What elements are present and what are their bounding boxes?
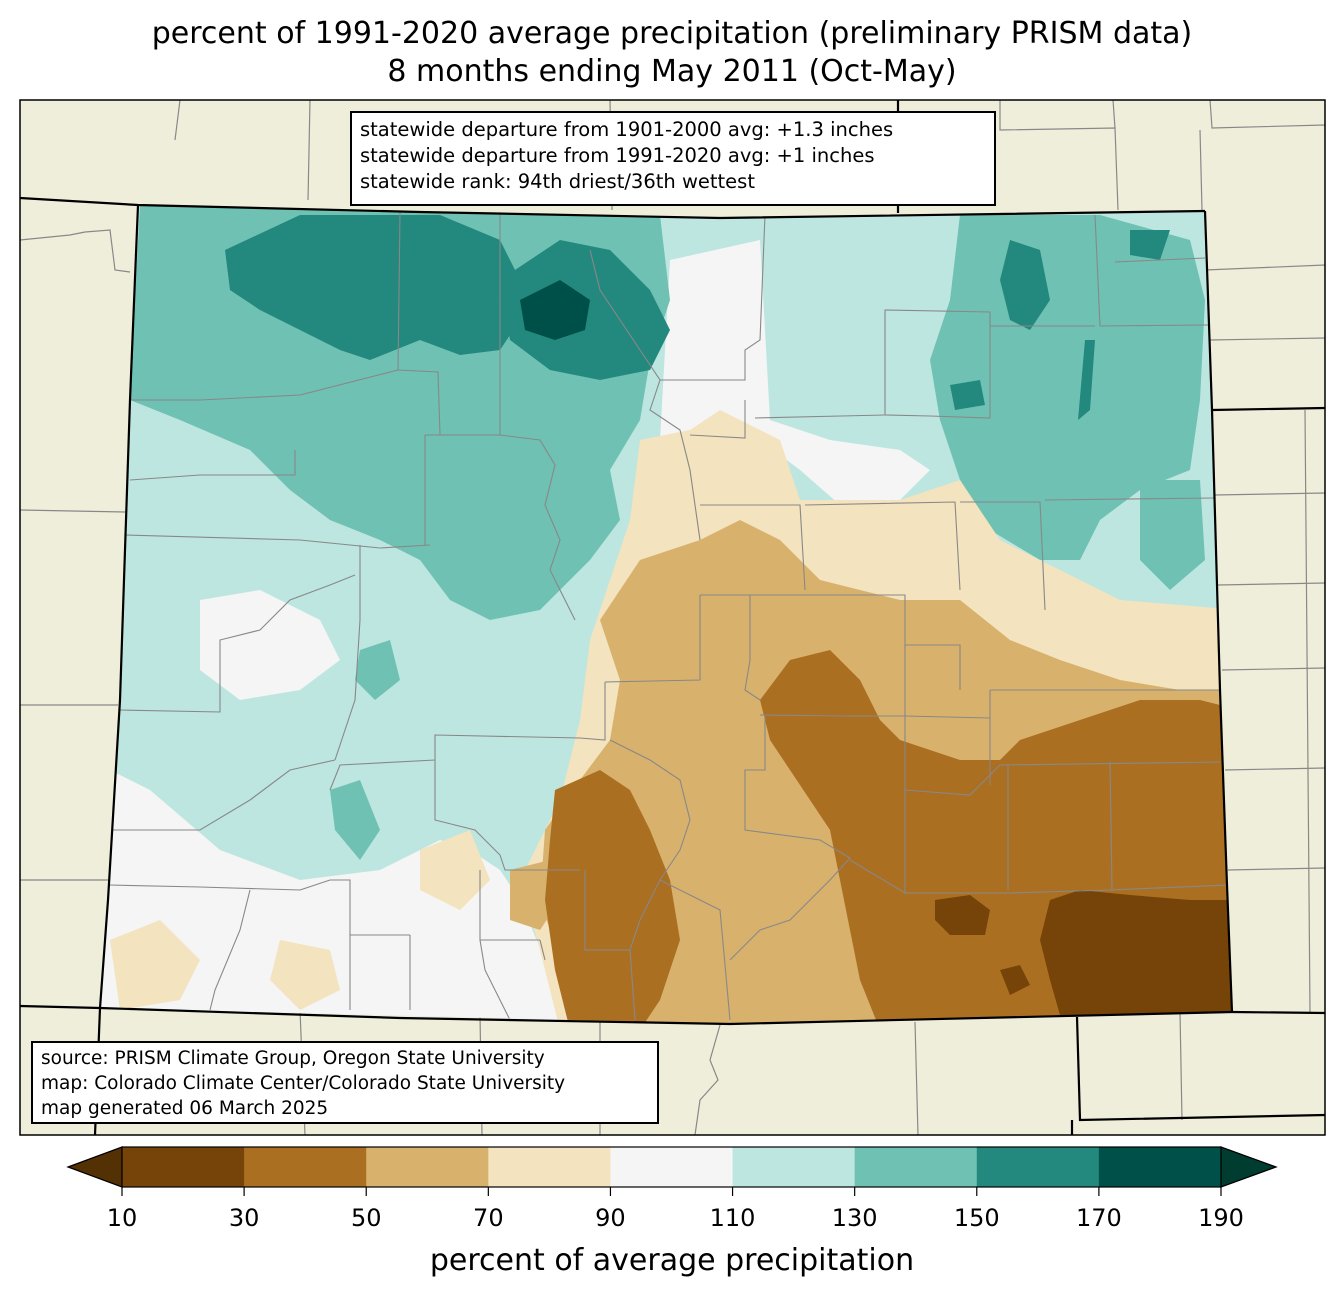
stats-rank: statewide rank: 94th driest/36th wettest	[360, 170, 755, 193]
colorbar-tick-label: 30	[228, 1204, 260, 1232]
colorbar-bin-50-70	[366, 1147, 489, 1187]
source-box: source: PRISM Climate Group, Oregon Stat…	[31, 1041, 659, 1124]
colorbar-tick-label: 190	[1198, 1204, 1244, 1232]
colorbar-bin-110-130	[732, 1147, 856, 1187]
colorbar-bin-130-150	[854, 1147, 978, 1187]
source-line: source: PRISM Climate Group, Oregon Stat…	[41, 1048, 545, 1069]
colorbar-tick-label: 70	[473, 1204, 504, 1232]
colorbar-label: percent of average precipitation	[429, 1243, 915, 1278]
colorbar-tick-label: 50	[350, 1204, 382, 1232]
precipitation-field	[100, 205, 1232, 1024]
stats-departure-1901: statewide departure from 1901-2000 avg: …	[360, 118, 894, 141]
map-title: percent of 1991-2020 average precipitati…	[151, 16, 1193, 51]
colorbar-bin-10-30	[122, 1147, 245, 1187]
colorbar-under-arrow	[66, 1146, 123, 1188]
colorbar-tick-label: 170	[1075, 1204, 1122, 1232]
stats-departure-1991: statewide departure from 1991-2020 avg: …	[360, 144, 875, 167]
colorbar-bin-70-90	[488, 1147, 611, 1187]
colorbar-bin-170-190	[1098, 1147, 1222, 1187]
map-subtitle: 8 months ending May 2011 (Oct-May)	[387, 54, 957, 89]
colorbar-tick-label: 130	[831, 1204, 878, 1232]
colorbar-bin-90-110	[610, 1147, 734, 1187]
map-frame	[19, 99, 1326, 1136]
colorbar-over-arrow	[1220, 1146, 1278, 1188]
colorbar-tick-label: 110	[709, 1204, 756, 1232]
colorbar-tick-label: 150	[953, 1204, 1000, 1232]
generated-date-line: map generated 06 March 2025	[41, 1098, 329, 1119]
colorbar-tick-label: 90	[595, 1204, 626, 1232]
county-lines	[107, 211, 1229, 1021]
state-borders	[20, 100, 1325, 1135]
colorbar-tick-label: 10	[106, 1204, 138, 1232]
statewide-stats-box: statewide departure from 1901-2000 avg: …	[350, 111, 996, 206]
colorbar-outline	[121, 1146, 1222, 1188]
colorbar-bin-150-170	[976, 1147, 1100, 1187]
colorbar-bin-30-50	[244, 1147, 367, 1187]
map-credit-line: map: Colorado Climate Center/Colorado St…	[41, 1073, 566, 1094]
